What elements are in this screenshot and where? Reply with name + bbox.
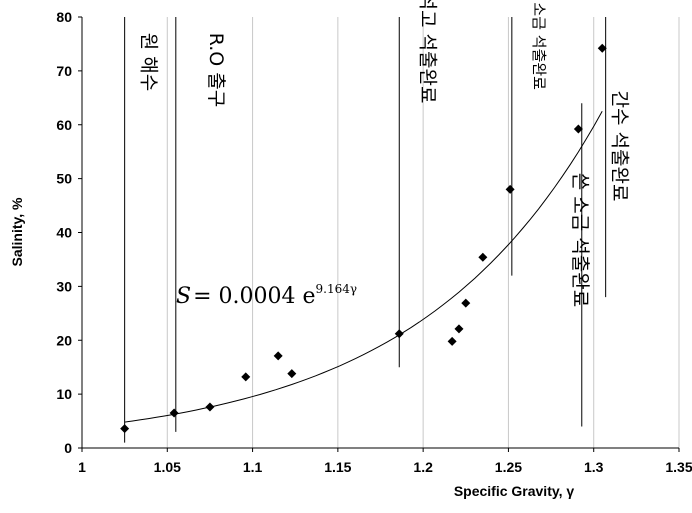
y-tick-label-3: 30: [56, 278, 72, 294]
data-point-1: [120, 424, 130, 434]
x-axis-title: Specific Gravity, γ: [454, 483, 575, 499]
x-tick-label-3: 1.15: [324, 459, 351, 475]
data-point-14: [597, 43, 607, 53]
data-point-12: [505, 184, 515, 194]
equation-lhs: S: [176, 284, 191, 309]
data-point-4: [241, 372, 251, 382]
vertical-markers: [124, 17, 607, 443]
trendline-equation: S= 0.0004 e9.164γ: [176, 282, 357, 309]
y-tick-label-7: 70: [56, 63, 72, 79]
y-axis-title: Salinity, %: [9, 197, 25, 267]
marker-label-5: 쓴 소금 석출완료: [569, 173, 591, 307]
data-point-13: [573, 124, 583, 134]
exponential-trendline: [124, 111, 603, 423]
marker-label-3: 석고 석출완료: [416, 0, 438, 103]
data-point-6: [287, 369, 297, 379]
y-tick-label-6: 60: [56, 117, 72, 133]
x-tick-label-0: 1: [78, 459, 86, 475]
marker-label-2: R.O 출구: [205, 33, 227, 108]
equation-rhs: = 0.0004 e: [193, 284, 315, 309]
x-tick-label-5: 1.25: [495, 459, 522, 475]
grid-lines: [166, 17, 680, 448]
y-tick-label-8: 80: [56, 9, 72, 25]
axes: [78, 16, 680, 452]
marker-label-6: 간수 석출완료: [609, 91, 631, 202]
y-tick-label-2: 20: [56, 332, 72, 348]
data-point-9: [454, 324, 464, 334]
data-point-10: [461, 298, 471, 308]
data-point-11: [478, 252, 488, 262]
x-tick-label-2: 1.1: [243, 459, 263, 475]
tick-labels: 0 10 20 30 40 50 60 70 80 1 1.05 1.1 1.15 1.2 1.25 1.3 1…: [56, 9, 692, 475]
x-tick-label-4: 1.2: [413, 459, 433, 475]
data-point-5: [273, 351, 283, 361]
y-tick-label-1: 10: [56, 386, 72, 402]
marker-label-4: 좋은 소금 석출완료: [530, 0, 548, 90]
trendline-layer: [124, 111, 603, 423]
y-tick-label-5: 50: [56, 171, 72, 187]
marker-label-1: 원 해수: [138, 33, 160, 91]
data-point-8: [447, 336, 457, 346]
data-point-3: [205, 402, 215, 412]
x-tick-label-1: 1.05: [154, 459, 181, 475]
x-tick-label-7: 1.35: [665, 459, 692, 475]
x-tick-label-6: 1.3: [584, 459, 604, 475]
data-point-2: [169, 408, 179, 418]
y-tick-label-4: 40: [56, 225, 72, 241]
y-tick-label-0: 0: [64, 440, 72, 456]
equation-exponent: 9.164γ: [316, 282, 358, 296]
data-point-7: [394, 329, 404, 339]
data-points: [120, 43, 607, 434]
